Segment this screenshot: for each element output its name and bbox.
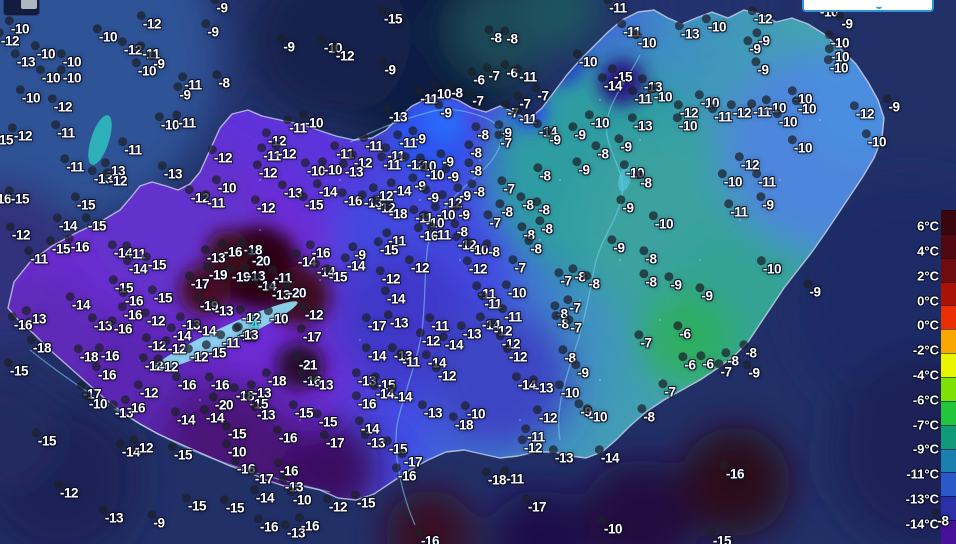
legend-swatch: [941, 353, 956, 378]
legend-label: -11°C: [906, 466, 939, 482]
legend-label: -14°C: [905, 516, 939, 532]
legend-label: 6°C: [917, 218, 939, 234]
legend-label: -6°C: [912, 392, 939, 408]
legend-swatch: [941, 257, 956, 282]
legend-label: 4°C: [917, 243, 939, 259]
legend-swatch: [941, 448, 956, 473]
legend-label: -7°C: [912, 417, 939, 433]
legend-swatch: [941, 424, 956, 449]
legend-swatch: [941, 400, 956, 425]
river-tisza: [558, 54, 641, 441]
temperature-legend: 6°C 4°C 2°C 0°C 0°C -2°C -4°C -6°C -7°C -9°C -11°C…: [896, 210, 956, 544]
legend-swatch: [941, 520, 956, 544]
legend-label: -13°C: [905, 491, 939, 507]
legend-label: -9°C: [912, 441, 939, 457]
legend-label: 0°C: [917, 293, 939, 309]
legend-swatch: [941, 305, 956, 330]
legend-swatch: [941, 233, 956, 258]
legend-swatches: [941, 210, 956, 544]
legend-label: -2°C: [912, 342, 939, 358]
legend-swatch: [941, 472, 956, 497]
legend-label: 0°C: [917, 317, 939, 333]
legend-swatch: [941, 281, 956, 306]
lake-tisza: [618, 164, 632, 192]
lake-ferto: [88, 115, 112, 165]
legend-swatch: [941, 210, 956, 234]
toolbar-dropdown-partial[interactable]: [802, 0, 934, 12]
legend-label: 2°C: [917, 268, 939, 284]
zoom-control-icon: [21, 0, 37, 9]
legend-swatch: [941, 496, 956, 521]
river-danube: [349, 108, 502, 526]
map-zoom-control-partial[interactable]: [3, 0, 40, 16]
legend-swatch: [941, 377, 956, 401]
legend-label: -4°C: [912, 367, 939, 383]
partial-text-glyph: [876, 2, 882, 9]
legend-swatch: [941, 329, 956, 354]
country-outline: [7, 9, 885, 501]
